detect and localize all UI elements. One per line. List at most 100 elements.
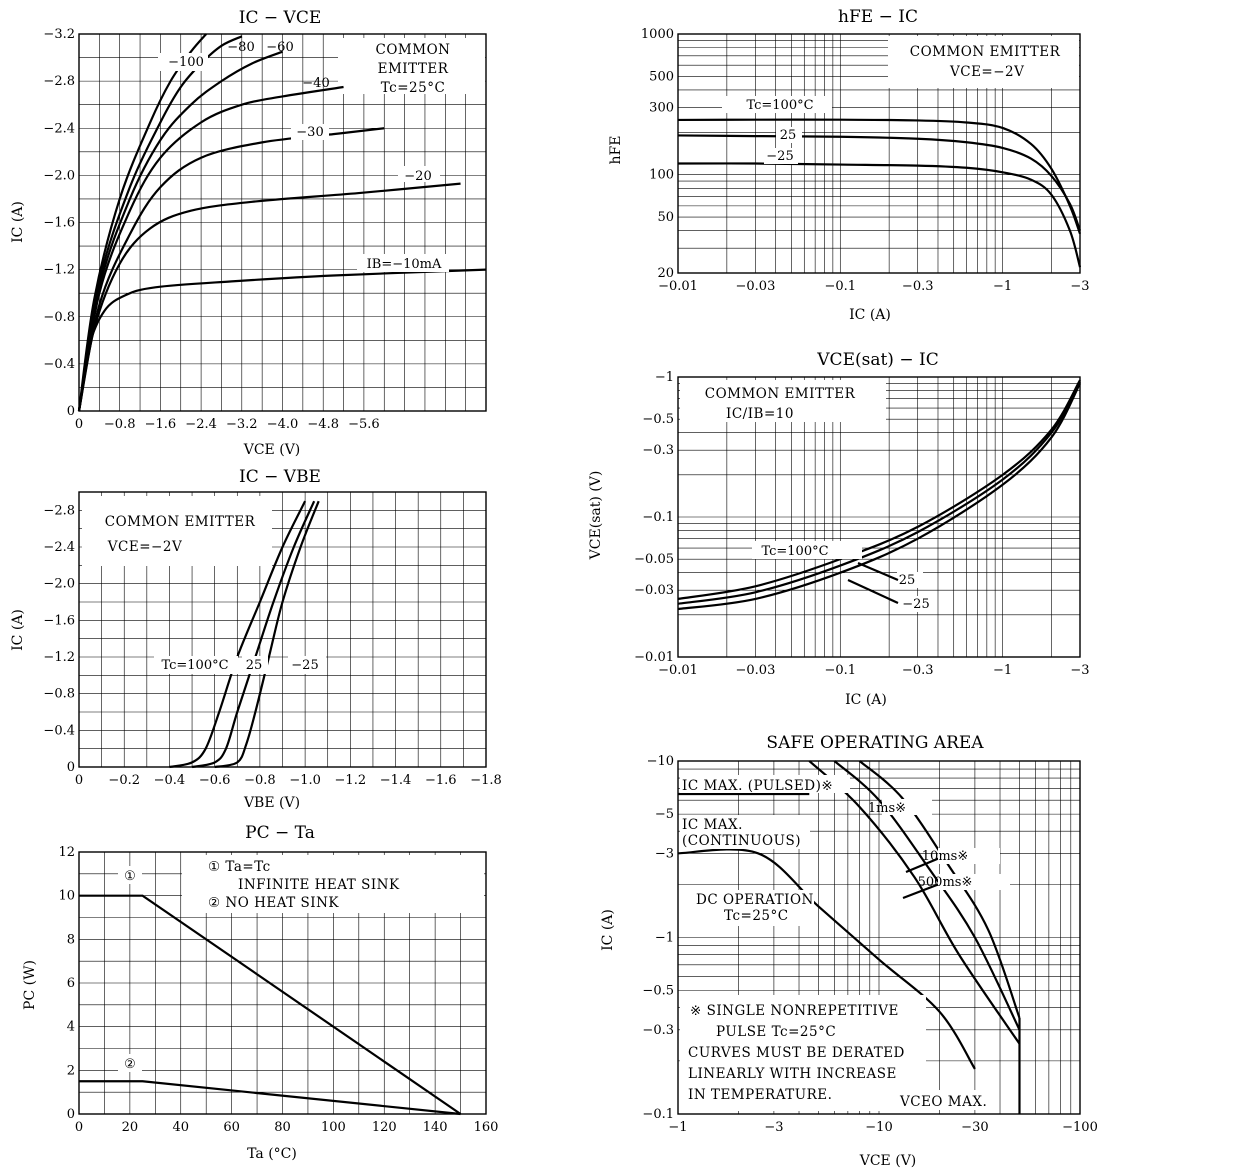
series-line-1	[79, 1080, 461, 1116]
x-tick-label: −0.03	[736, 279, 776, 294]
y-tick-label: 300	[649, 101, 674, 116]
y-tick-label: 1000	[641, 27, 674, 42]
y-axis-title: PC (W)	[22, 960, 38, 1010]
curve-label-box	[938, 848, 1000, 864]
x-tick-label: −1	[993, 279, 1012, 294]
vcesat_ic-note-1: IC/IB=10	[726, 406, 794, 422]
y-tick-label: −1.6	[43, 613, 75, 628]
ic_vbe-note-box	[82, 496, 272, 566]
y-tick-label: −2.0	[43, 168, 75, 183]
y-tick-label: −10	[647, 754, 674, 769]
soa-dc-box	[694, 890, 814, 926]
soa-vceo-box	[896, 1090, 996, 1110]
y-tick-label: −0.3	[642, 1023, 674, 1038]
pc_ta-frame	[78, 851, 487, 1115]
curve-label: 25	[899, 573, 916, 588]
ic_vce-note-1: EMITTER	[378, 61, 449, 77]
x-tick-label: −1.2	[335, 773, 367, 788]
x-tick-label: 0	[75, 417, 83, 432]
y-tick-label: 2	[67, 1063, 75, 1078]
pc_ta-note-0: ① Ta=Tc	[208, 859, 271, 875]
y-axis-title: IC (A)	[10, 609, 26, 651]
chart-ic_vbe: 0 −0.2 −0.4 −0.6 −0.8 −1.0 −1.2 −1.4 −1.6 −1.8 0 −0…	[10, 467, 502, 811]
x-tick-label: −4.0	[267, 417, 299, 432]
x-tick-label: −1.4	[380, 773, 412, 788]
x-tick-label: −0.2	[108, 773, 140, 788]
ic_vce-note-0: COMMON	[376, 42, 451, 58]
chart-title: hFE − IC	[838, 7, 918, 27]
y-tick-label: −0.4	[43, 357, 75, 372]
ic_vbe-note-1: VCE=−2V	[107, 539, 182, 555]
y-tick-label: −0.3	[642, 443, 674, 458]
curve-label: −20	[404, 169, 431, 184]
pc_ta-note-box	[182, 855, 484, 913]
curve-label-box	[398, 166, 440, 182]
curve-label-box	[722, 96, 832, 113]
soa-note-10: VCEO MAX.	[899, 1094, 987, 1110]
y-tick-label: −0.01	[634, 650, 674, 665]
curve-label-box	[154, 656, 238, 674]
y-tick-label: 100	[649, 168, 674, 183]
x-tick-label: −30	[961, 1120, 988, 1135]
x-tick-label: −0.3	[902, 279, 934, 294]
hfe_ic-frame	[677, 33, 1081, 274]
y-tick-label: −2.0	[43, 577, 75, 592]
soa-pulsed-box	[680, 775, 850, 793]
y-tick-label: −0.5	[642, 984, 674, 999]
x-tick-label: −0.8	[244, 773, 276, 788]
curve-label: 1ms※	[868, 801, 906, 816]
x-tick-label: −3	[764, 1120, 783, 1135]
hfe_ic-note-1: VCE=−2V	[949, 64, 1024, 80]
y-tick-label: 0	[67, 760, 75, 775]
chart-title: IC − VCE	[239, 8, 321, 28]
chart-title: VCE(sat) − IC	[816, 350, 938, 370]
y-tick-label: 0	[67, 404, 75, 419]
y-tick-label: 4	[67, 1020, 75, 1035]
chart-ic_vce: 0 −0.8 −1.6 −2.4 −3.2 −4.0 −4.8 −5.6 0 −0.4 −0.8 −1…	[10, 8, 487, 458]
x-tick-label: −0.4	[154, 773, 186, 788]
soa-note-9: IN TEMPERATURE.	[688, 1087, 832, 1103]
y-axis-title: IC (A)	[10, 201, 26, 243]
y-tick-label: −0.4	[43, 723, 75, 738]
curve-label-box	[938, 874, 1010, 890]
x-tick-label: −0.01	[658, 279, 698, 294]
y-tick-label: −0.1	[642, 510, 674, 525]
soa-frame	[677, 760, 1081, 1115]
x-tick-label: −3.2	[226, 417, 258, 432]
ic_vbe-frame	[78, 491, 487, 768]
label-leader	[857, 561, 899, 582]
chart-hfe_ic: −0.01 −0.03 −0.1 −0.3 −1 −3 20 50 100 300 500 1000 h…	[608, 7, 1090, 323]
curve-label-box	[118, 1054, 142, 1072]
x-tick-label: −1.0	[289, 773, 321, 788]
y-tick-label: −0.1	[642, 1107, 674, 1122]
y-tick-label: −5	[655, 807, 674, 822]
x-tick-label: −1	[668, 1120, 687, 1135]
curve-label-box	[118, 866, 142, 884]
curve-label: −100	[168, 55, 204, 70]
ic_vce-note-box	[338, 38, 485, 94]
x-axis-title: VCE (V)	[243, 442, 301, 458]
soa-note-0: IC MAX. (PULSED)※	[682, 778, 833, 794]
series-line-0	[79, 894, 462, 1115]
y-axis-title: VCE(sat) (V)	[588, 471, 604, 561]
soa-note-2: (CONTINUOUS)	[682, 833, 801, 849]
x-tick-label: −1.6	[145, 417, 177, 432]
x-axis-title: VCE (V)	[859, 1153, 917, 1169]
curve-label: −25	[766, 149, 793, 164]
y-tick-label: −1.2	[43, 263, 75, 278]
y-axis-title: IC (A)	[600, 909, 616, 951]
series-line-0	[169, 500, 307, 769]
curve-label: Tc=100°C	[761, 544, 828, 559]
y-tick-label: −2.8	[43, 74, 75, 89]
x-tick-label: −0.03	[736, 663, 776, 678]
x-tick-label: −1	[993, 663, 1012, 678]
series-line-1	[677, 381, 1081, 605]
x-tick-label: −0.1	[824, 279, 856, 294]
curve-label-box	[897, 572, 923, 588]
y-tick-label: 12	[58, 845, 75, 860]
series-line-0	[677, 118, 1082, 235]
x-tick-label: −0.6	[199, 773, 231, 788]
x-axis-title: VBE (V)	[243, 795, 300, 811]
soa-note-8: LINEARLY WITH INCREASE	[688, 1066, 897, 1082]
